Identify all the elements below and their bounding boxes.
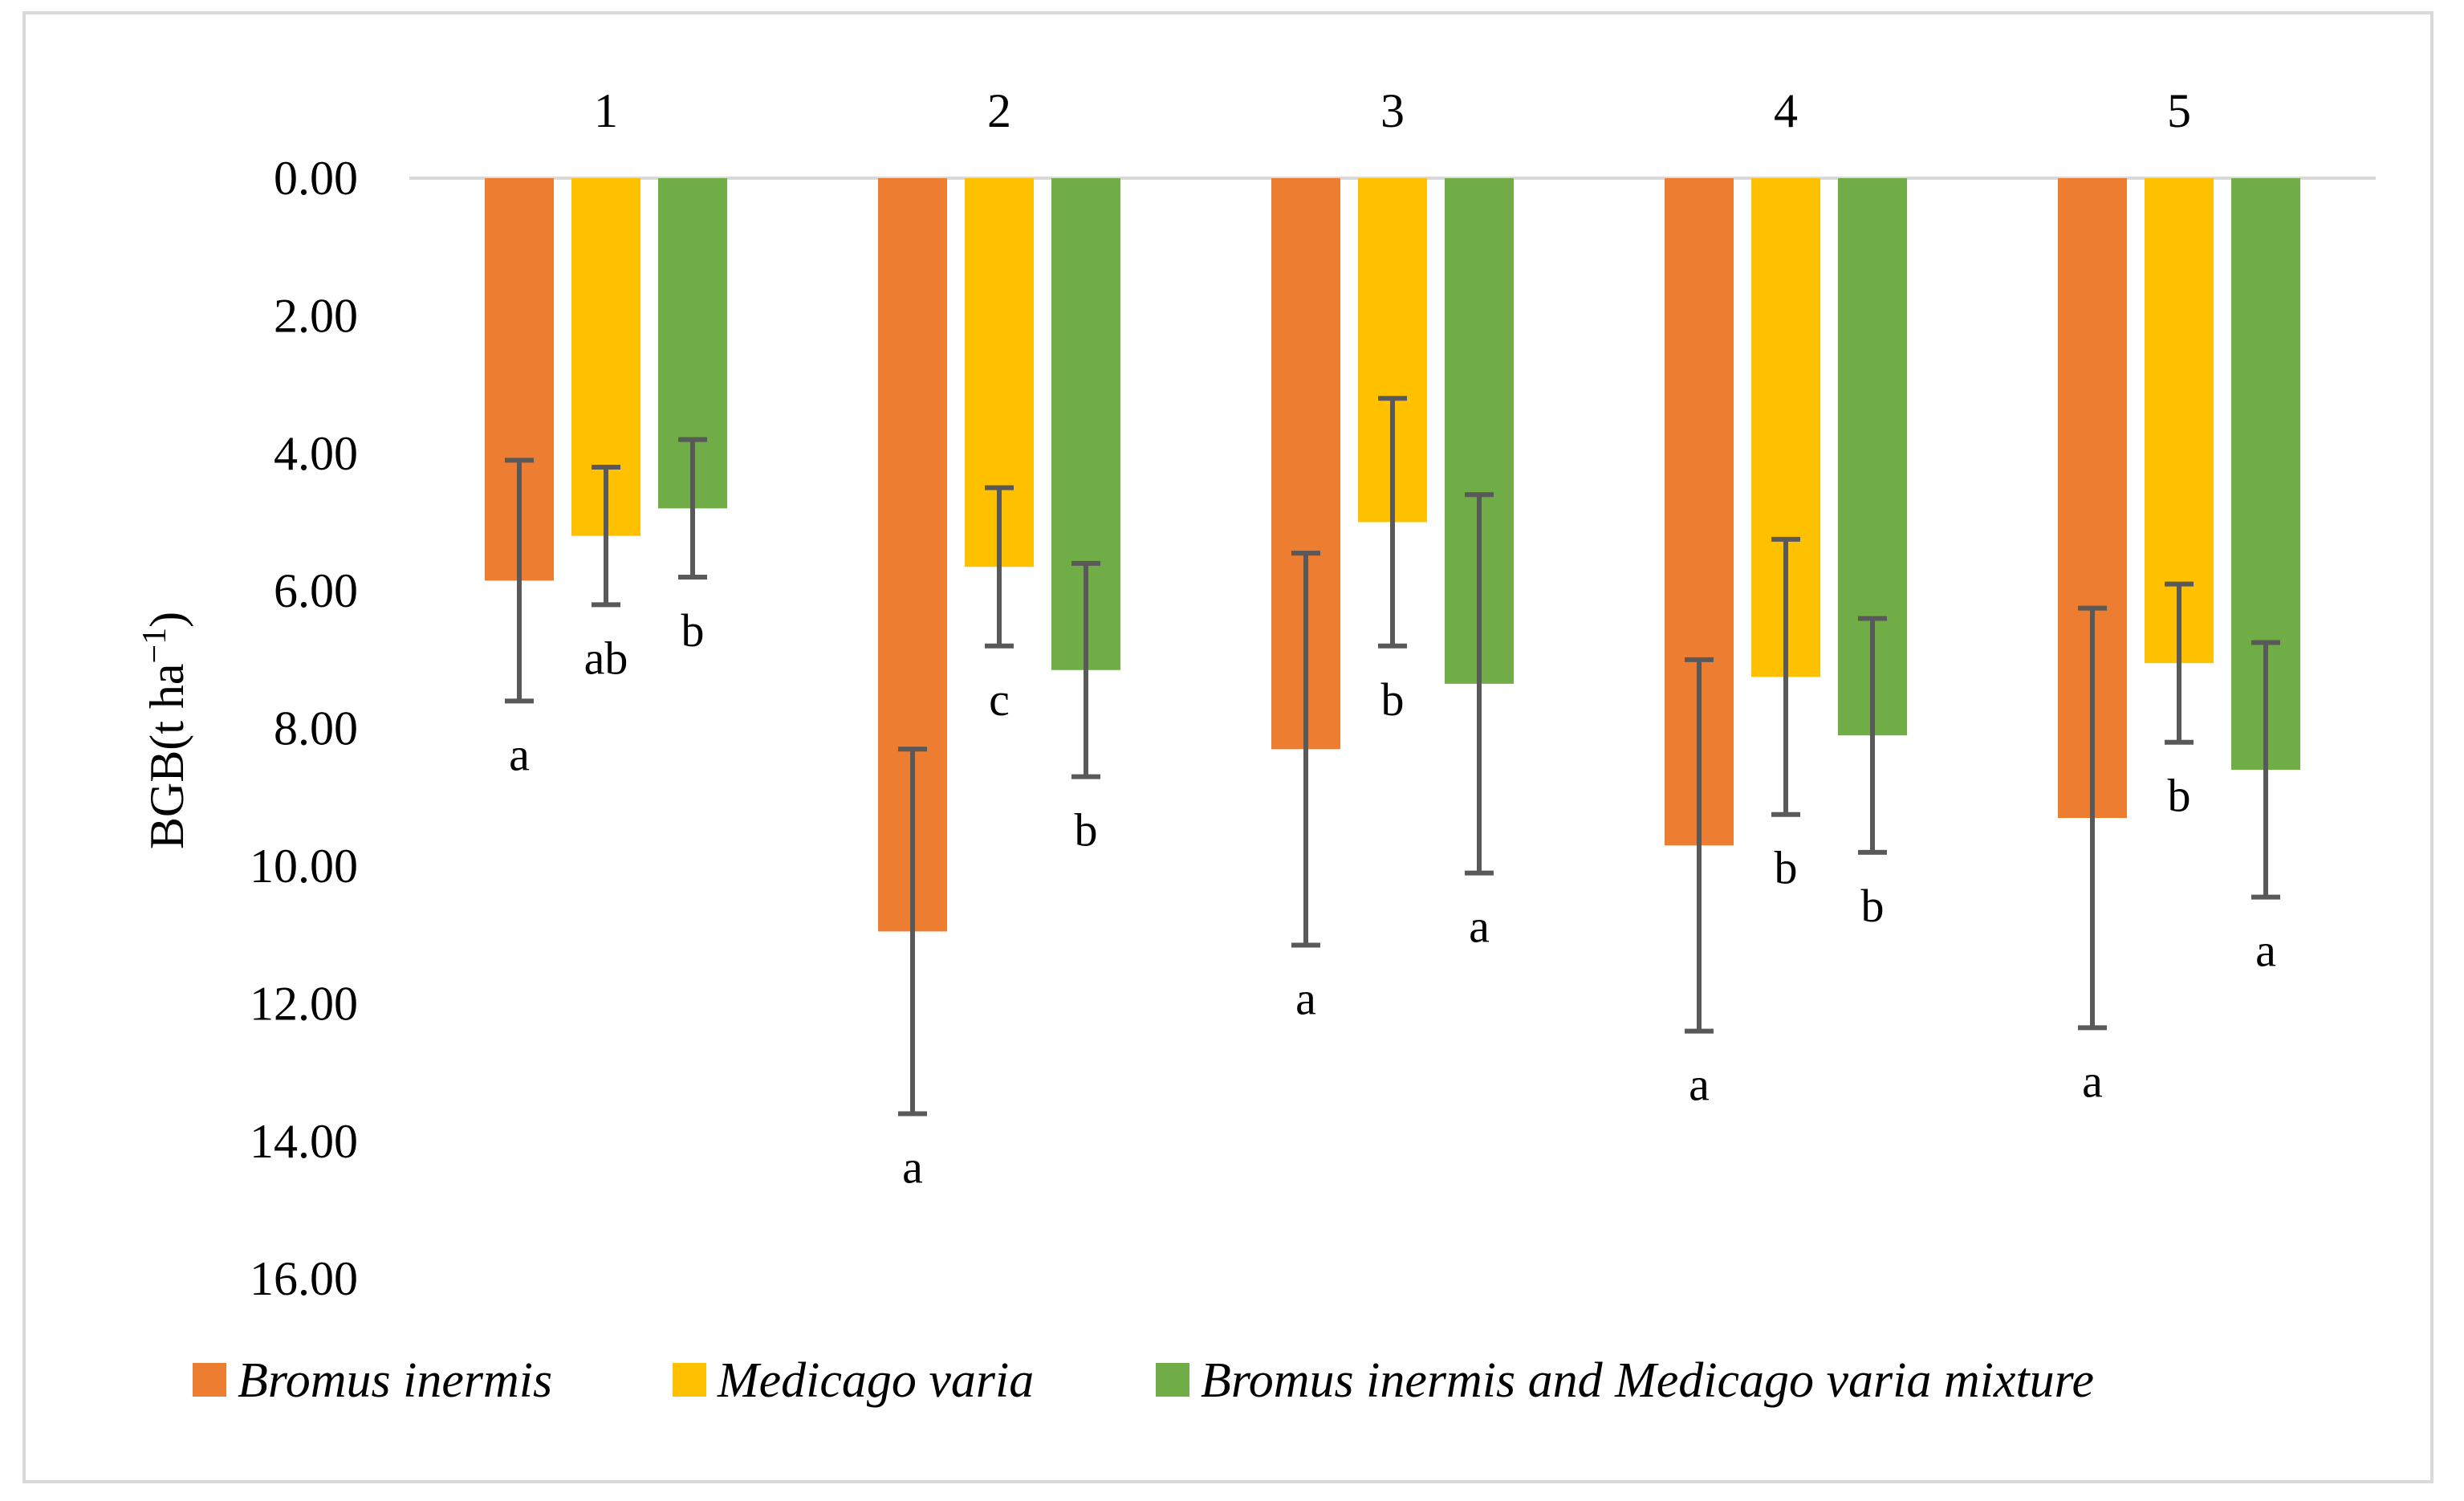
legend-item: Bromus inermis: [193, 1353, 552, 1408]
significance-label: a: [2255, 925, 2276, 977]
legend-swatch: [673, 1363, 706, 1397]
error-bar: [678, 437, 707, 580]
y-tick-label: 10.00: [250, 840, 358, 893]
significance-label: a: [902, 1141, 923, 1194]
significance-label: c: [989, 673, 1010, 726]
error-bar: [1771, 536, 1800, 817]
error-bar: [2251, 640, 2280, 900]
y-axis-title-superscript: −1: [136, 628, 173, 664]
significance-label: a: [2082, 1055, 2103, 1107]
error-bar: [2078, 605, 2107, 1031]
y-tick-label: 2.00: [274, 289, 358, 342]
significance-label: a: [1689, 1059, 1710, 1111]
chart-frame: [22, 11, 2434, 1483]
error-bar: [2165, 581, 2194, 745]
significance-label: b: [681, 604, 705, 657]
category-label: 4: [1774, 84, 1798, 137]
legend-swatch: [1156, 1363, 1189, 1397]
legend-label: Bromus inermis: [238, 1353, 552, 1408]
y-axis-title-main: BGB(t ha: [140, 664, 193, 850]
category-label: 1: [594, 84, 618, 137]
y-tick-label: 14.00: [250, 1115, 358, 1168]
error-bar: [505, 458, 534, 704]
y-axis-title: BGB(t ha−1): [136, 612, 193, 849]
significance-label: a: [1295, 973, 1316, 1025]
y-axis-title-close: ): [140, 612, 193, 628]
error-bar: [985, 485, 1014, 649]
significance-label: a: [1469, 901, 1490, 953]
significance-label: b: [1075, 804, 1098, 856]
legend-label: Medicago varia: [717, 1353, 1034, 1408]
significance-label: a: [509, 728, 530, 780]
error-bar: [1465, 492, 1494, 876]
error-bar: [1071, 560, 1100, 779]
significance-label: b: [1861, 880, 1885, 932]
significance-label: b: [2168, 770, 2191, 822]
error-bar: [1378, 396, 1407, 649]
significance-label: ab: [584, 632, 628, 684]
significance-label: b: [1381, 673, 1405, 726]
y-tick-label: 6.00: [274, 564, 358, 617]
y-tick-label: 12.00: [250, 977, 358, 1030]
error-bar: [898, 746, 927, 1117]
error-bar: [1291, 551, 1320, 948]
error-bar: [592, 464, 620, 608]
category-label: 5: [2167, 84, 2191, 137]
y-tick-label: 4.00: [274, 427, 358, 480]
y-tick-label: 0.00: [274, 152, 358, 205]
legend-item: Medicago varia: [673, 1353, 1034, 1408]
legend-item: Bromus inermis and Medicago varia mixtur…: [1156, 1353, 2094, 1408]
legend-swatch: [193, 1363, 226, 1397]
significance-label: b: [1775, 842, 1798, 894]
error-bar: [1685, 657, 1714, 1034]
y-tick-label: 16.00: [250, 1252, 358, 1305]
category-label: 2: [987, 84, 1011, 137]
y-tick-label: 8.00: [274, 702, 358, 755]
error-bar: [1858, 616, 1887, 855]
legend-label: Bromus inermis and Medicago varia mixtur…: [1201, 1353, 2094, 1408]
category-label: 3: [1380, 84, 1405, 137]
